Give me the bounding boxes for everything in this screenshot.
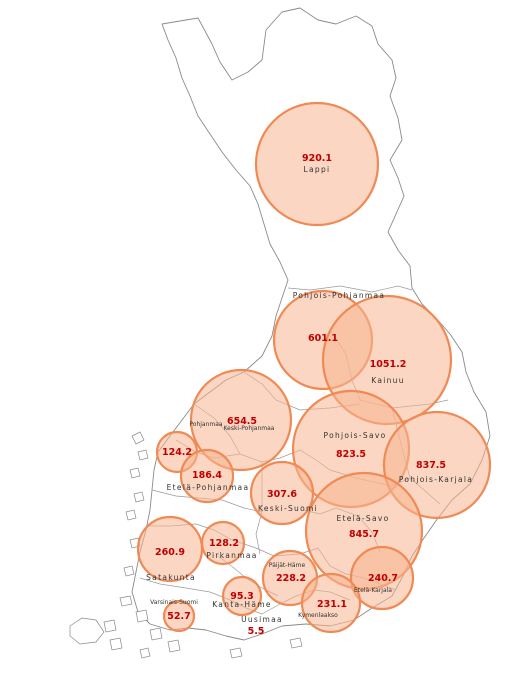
region-name-keski-suomi: Keski-Suomi	[258, 504, 318, 513]
region-name-pirkanmaa: Pirkanmaa	[206, 551, 257, 560]
value-label-pirkanmaa: 128.2	[209, 538, 239, 549]
bubble-keski-suomi	[249, 460, 315, 526]
value-label-etela-savo: 845.7	[349, 529, 379, 540]
value-bubbles	[136, 101, 492, 634]
value-label-pohjanmaa: 654.5	[227, 416, 257, 427]
region-name-etela-savo: Etelä-Savo	[336, 514, 389, 523]
value-label-keski-suomi: 307.6	[267, 489, 297, 500]
region-name-pohjanmaa: Pohjanmaa	[189, 421, 223, 428]
bubble-kymenlaakso	[300, 572, 362, 634]
value-label-uusimaa: 5.5	[248, 626, 265, 637]
value-label-lappi: 920.1	[302, 153, 332, 164]
bubble-pohjanmaa	[189, 368, 293, 472]
bubble-etela-karjala	[349, 545, 415, 611]
bubble-lappi	[254, 101, 380, 227]
region-name-etela-pohjanmaa: Etelä-Pohjanmaa	[167, 483, 250, 492]
value-label-satakunta: 260.9	[155, 547, 185, 558]
value-label-etela-pohjanmaa-a: 124.2	[162, 447, 192, 458]
value-label-varsinais-suomi: 52.7	[167, 611, 190, 622]
aland-islands	[69, 617, 105, 645]
value-label-paijat-hame: 228.2	[276, 573, 306, 584]
region-name-kanta-hame: Kanta-Häme	[212, 600, 272, 609]
region-name-keski-pohjanmaa: Keski-Pohjanmaa	[224, 425, 275, 432]
region-name-pohjois-pohjanmaa: Pohjois-Pohjanmaa	[293, 291, 386, 300]
value-label-pohjois-savo: 823.5	[336, 449, 366, 460]
region-name-uusimaa: Uusimaa	[241, 615, 283, 624]
bubble-varsinais-suomi	[162, 599, 196, 633]
region-name-pohjois-savo: Pohjois-Savo	[324, 431, 387, 440]
region-name-kainuu: Kainuu	[371, 376, 405, 385]
archipelago	[69, 431, 303, 659]
value-label-etela-pohjanmaa: 186.4	[192, 470, 222, 481]
region-name-varsinais-suomi: Varsinais-Suomi	[150, 599, 198, 606]
value-label-kymenlaakso: 231.1	[317, 599, 347, 610]
region-name-etela-karjala: Etelä-Karjala	[354, 587, 392, 594]
bubble-pirkanmaa	[200, 520, 246, 566]
bubble-etela-pohjanmaa	[179, 448, 235, 504]
bubble-kanta-hame	[221, 575, 263, 617]
value-label-etela-karjala: 240.7	[368, 573, 398, 584]
region-name-kymenlaakso: Kymenlaakso	[298, 612, 338, 619]
region-name-satakunta: Satakunta	[146, 573, 196, 582]
value-label-pohjois-pohjanmaa: 601.1	[308, 333, 338, 344]
region-name-pohjois-karjala: Pohjois-Karjala	[399, 475, 473, 484]
value-label-kanta-hame: 95.3	[230, 591, 253, 602]
value-label-kainuu: 1051.2	[370, 359, 407, 370]
bubble-pohjois-karjala	[382, 410, 492, 520]
region-name-paijat-hame: Päijät-Häme	[269, 562, 306, 569]
region-name-lappi: Lappi	[304, 165, 331, 174]
value-label-pohjois-karjala: 837.5	[416, 460, 446, 471]
